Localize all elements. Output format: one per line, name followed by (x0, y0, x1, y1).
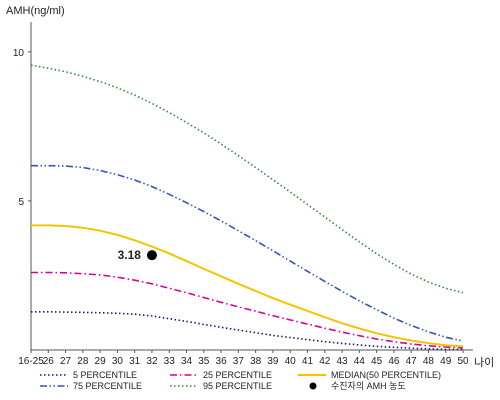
x-tick-label: 30 (112, 356, 124, 367)
x-tick-label: 41 (302, 356, 314, 367)
x-tick-label: 39 (267, 356, 279, 367)
series-line-2 (31, 271, 464, 349)
x-tick-label: 45 (371, 356, 383, 367)
y-tick-label: 10 (13, 48, 25, 59)
x-tick-label: 33 (164, 356, 176, 367)
x-tick-label: 50 (457, 356, 469, 367)
x-tick-label: 44 (354, 356, 366, 367)
legend-label-4: 75 PERCENTILE (73, 381, 142, 391)
legend-marker-swatch (309, 382, 317, 390)
y-axis-label: AMH(ng/ml) (6, 5, 65, 17)
marker-layer: 3.18 (118, 248, 157, 262)
series-line-1 (31, 310, 463, 351)
x-tick-label: 38 (250, 356, 262, 367)
x-tick-label: 48 (423, 356, 435, 367)
series-line-4 (31, 164, 464, 342)
x-tick-label: 26 (43, 356, 55, 367)
legend-label-1: 5 PERCENTILE (73, 370, 137, 380)
legend: 5 PERCENTILE 25 PERCENTILE MEDIAN(50 PERCE… (40, 370, 441, 391)
legend-label-3: MEDIAN(50 PERCENTILE) (331, 370, 441, 380)
x-tick-label: 43 (336, 356, 348, 367)
series-line-3 (31, 224, 464, 348)
legend-label-5: 95 PERCENTILE (203, 381, 272, 391)
x-tick-label: 37 (233, 356, 245, 367)
x-tick-label: 34 (181, 356, 193, 367)
x-tick-label: 35 (198, 356, 210, 367)
legend-label-2: 25 PERCENTILE (203, 370, 272, 380)
legend-marker-label: 수진자의 AMH 농도 (331, 381, 406, 391)
y-tick-label: 5 (18, 197, 24, 208)
x-axis-label: 나이 (474, 356, 494, 369)
series-line-5 (30, 64, 464, 294)
x-tick-label: 32 (146, 356, 158, 367)
x-tick-label: 27 (60, 356, 72, 367)
x-tick-label: 31 (129, 356, 141, 367)
series-lines (30, 64, 464, 351)
y-ticks: 5 10 (13, 48, 31, 208)
x-tick-label: 49 (440, 356, 452, 367)
x-tick-label: 29 (95, 356, 107, 367)
x-tick-label: 36 (216, 356, 228, 367)
x-tick-label: 16-25 (18, 356, 44, 367)
x-tick-label: 42 (319, 356, 331, 367)
patient-amh-value-label: 3.18 (118, 248, 142, 262)
x-tick-label: 47 (406, 356, 418, 367)
x-tick-label: 40 (285, 356, 297, 367)
patient-amh-marker (146, 250, 157, 261)
x-tick-label: 46 (388, 356, 400, 367)
x-tick-label: 28 (77, 356, 89, 367)
